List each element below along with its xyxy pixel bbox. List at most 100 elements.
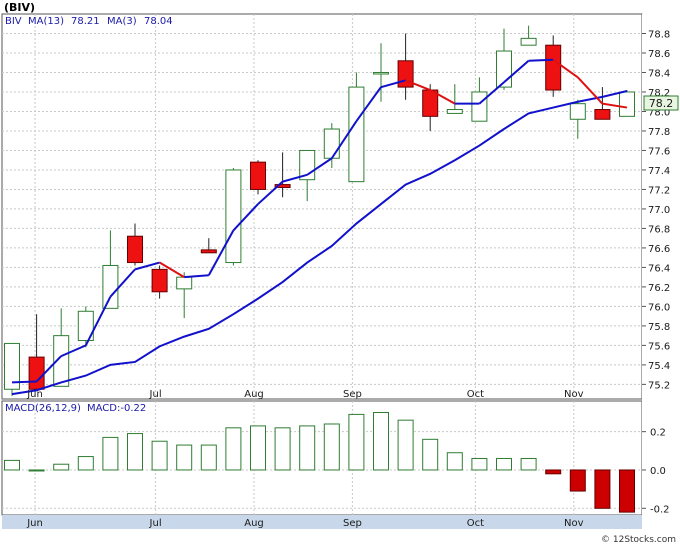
candles bbox=[4, 25, 635, 397]
price-tick-label: 75.4 bbox=[648, 361, 670, 372]
price-tick-label: 78.6 bbox=[648, 49, 670, 60]
ma3-segment bbox=[35, 355, 62, 383]
ma3-segment bbox=[207, 229, 235, 276]
axis-ticks: 75.2 75.4 75.6 75.8 76.0 76.2 76.4 76.6 76.8 77.0… bbox=[26, 29, 670, 529]
macd-bar-positive bbox=[127, 433, 143, 471]
macd-bar-positive bbox=[274, 427, 291, 471]
ma3-segment bbox=[134, 261, 160, 271]
last-price-tag bbox=[643, 95, 679, 111]
macd-bar-positive bbox=[323, 423, 340, 471]
macd-bar-negative bbox=[594, 469, 611, 509]
candle-up bbox=[569, 103, 586, 120]
ma3-segment bbox=[429, 89, 456, 105]
ma3-segment bbox=[552, 58, 579, 79]
candle-up bbox=[471, 91, 488, 122]
macd-bar-positive bbox=[446, 452, 463, 471]
price-tick-label: 76.2 bbox=[648, 283, 670, 294]
price-tick-label: 78.8 bbox=[648, 29, 670, 40]
ma3-segment bbox=[503, 60, 530, 83]
price-tick-label: 78.2 bbox=[648, 88, 670, 99]
macd-bar-positive bbox=[225, 427, 242, 471]
legend-ma13-label: MA(13) bbox=[28, 16, 64, 27]
candle-down bbox=[274, 184, 291, 188]
bottom-month-strip bbox=[2, 515, 642, 529]
ma3-segment bbox=[257, 180, 284, 205]
month-label: Nov bbox=[564, 389, 584, 400]
macd-bar-negative bbox=[545, 469, 562, 475]
candle-up bbox=[446, 109, 463, 114]
candle-up bbox=[176, 276, 193, 290]
ma3-segment bbox=[355, 86, 382, 122]
ma3-segment bbox=[577, 76, 604, 105]
price-panel bbox=[1, 13, 643, 400]
ma3-segment bbox=[306, 157, 333, 176]
macd-bar-positive bbox=[496, 457, 512, 471]
month-label: Sep bbox=[343, 389, 362, 400]
month-label: Oct bbox=[467, 389, 484, 400]
ma3-segment bbox=[11, 380, 37, 384]
macd-bar-positive bbox=[520, 457, 537, 471]
macd-bar-negative bbox=[569, 469, 586, 492]
ma3-segment bbox=[528, 58, 554, 62]
month-label-bottom: Jul bbox=[149, 518, 162, 529]
macd-bars bbox=[4, 411, 635, 513]
macd-value-label: MACD:-0.22 bbox=[87, 403, 146, 414]
price-tick-label: 76.6 bbox=[648, 244, 670, 255]
price-tick-label: 76.8 bbox=[648, 224, 670, 235]
candle-down bbox=[28, 356, 45, 390]
candle-down bbox=[594, 109, 611, 120]
candle-up bbox=[520, 37, 537, 46]
month-label-bottom: Sep bbox=[343, 518, 362, 529]
candle-up bbox=[373, 71, 389, 75]
price-tick-label: 76.4 bbox=[648, 263, 670, 274]
macd-bar-positive bbox=[471, 457, 488, 471]
ma3-segment bbox=[159, 261, 185, 279]
macd-bar-positive bbox=[77, 456, 94, 471]
grid-lines bbox=[2, 14, 642, 515]
month-label-bottom: Nov bbox=[564, 518, 584, 529]
macd-panel bbox=[1, 400, 643, 516]
macd-bar-positive bbox=[299, 425, 316, 471]
macd-bar-negative bbox=[619, 469, 635, 513]
ma3-segment bbox=[380, 79, 406, 89]
macd-label: MACD(26,12,9) bbox=[5, 403, 81, 414]
ma3-segment bbox=[282, 173, 308, 183]
candle-down bbox=[545, 44, 562, 91]
macd-bar-positive bbox=[373, 411, 389, 471]
candle-up bbox=[53, 335, 70, 387]
legend-ma13-value: 78.21 bbox=[71, 16, 100, 27]
macd-tick-label: -0.2 bbox=[650, 504, 670, 515]
ma3-segment bbox=[84, 296, 112, 346]
candle-up bbox=[77, 310, 94, 342]
price-tick-label: 77.6 bbox=[648, 146, 670, 157]
price-tick-label: 75.2 bbox=[648, 380, 670, 391]
last-price-value: 78.2 bbox=[649, 97, 674, 110]
price-tick-label: 78.0 bbox=[648, 107, 670, 118]
candle-up bbox=[323, 128, 340, 159]
price-tick-label: 76.0 bbox=[648, 302, 670, 313]
ma3-segment bbox=[405, 79, 431, 91]
macd-bar-positive bbox=[53, 463, 70, 471]
candle-up bbox=[4, 342, 20, 390]
moving-averages bbox=[11, 58, 628, 396]
macd-bar-positive bbox=[348, 413, 365, 471]
candle-down bbox=[200, 249, 217, 254]
macd-bar-positive bbox=[176, 444, 193, 471]
ma3-segment bbox=[478, 81, 505, 105]
price-tick-label: 75.8 bbox=[648, 322, 670, 333]
candle-down bbox=[250, 161, 266, 190]
month-label: Aug bbox=[244, 389, 264, 400]
macd-tick-label: 0.2 bbox=[650, 428, 666, 439]
chart-title: (BIV) bbox=[4, 1, 35, 14]
footer-credit: © 12Stocks.com bbox=[601, 535, 676, 545]
macd-bar-positive bbox=[102, 436, 119, 471]
price-tick-label: 77.2 bbox=[648, 185, 670, 196]
month-label-bottom: Jun bbox=[26, 518, 43, 529]
ma3-segment bbox=[184, 274, 209, 279]
macd-bar-positive bbox=[4, 459, 20, 471]
candle-down bbox=[127, 235, 143, 264]
macd-bar-positive bbox=[397, 419, 414, 471]
price-tick-label: 75.6 bbox=[648, 341, 670, 352]
legend-symbol: BIV bbox=[5, 16, 22, 27]
